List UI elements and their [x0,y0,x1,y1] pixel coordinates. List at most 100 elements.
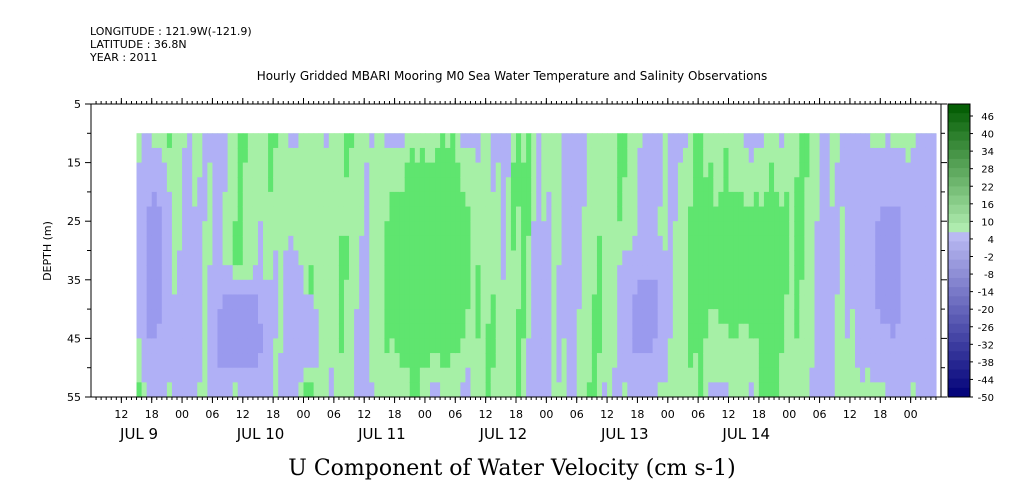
heatmap-cell [647,353,654,369]
heatmap-cell [596,147,603,164]
heatmap-cell [789,382,795,398]
heatmap-cell [278,309,284,325]
heatmap-cell [414,133,421,149]
heatmap-cell [263,133,269,149]
heatmap-cell [844,147,851,164]
heatmap-cell [612,338,618,354]
heatmap-cell [632,265,639,281]
heatmap-cell [394,294,401,310]
heatmap-cell [177,250,183,266]
heatmap-cell [647,382,654,398]
heatmap-cell [672,133,679,149]
heatmap-cell [581,206,588,222]
heatmap-cell [804,235,811,252]
heatmap-cell [834,265,841,281]
heatmap-cell [293,235,300,252]
heatmap-cell [247,162,254,178]
heatmap-cell [834,279,841,296]
heatmap-cell [510,235,517,252]
heatmap-cell [612,309,618,325]
heatmap-cell [688,250,694,266]
heatmap-cell [880,221,886,237]
heatmap-cell [824,147,831,164]
heatmap-cell [768,133,775,149]
heatmap-cell [151,177,158,193]
heatmap-cell [404,177,411,193]
heatmap-cell [283,133,289,149]
heatmap-cell [419,250,426,266]
heatmap-cell [328,338,335,354]
heatmap-cell [789,191,795,208]
heatmap-cell [738,250,745,266]
heatmap-cell [839,250,846,266]
heatmap-cell [424,191,431,208]
heatmap-cell [748,309,755,325]
heatmap-cell [485,206,492,222]
heatmap-cell [288,279,294,296]
heatmap-cell [622,265,628,281]
heatmap-cell [293,206,300,222]
heatmap-cell [536,177,542,193]
heatmap-cell [875,206,881,222]
heatmap-cell [465,353,472,369]
heatmap-cell [531,353,537,369]
heatmap-cell [536,323,542,339]
heatmap-cell [870,162,876,178]
heatmap-cell [273,191,279,208]
heatmap-cell [227,250,234,266]
heatmap-cell [475,206,482,222]
heatmap-cell [602,133,608,149]
heatmap-cell [880,191,886,208]
heatmap-cell [920,191,927,208]
heatmap-cell [541,338,547,354]
heatmap-cell [424,235,431,252]
heatmap-cell [591,279,598,296]
heatmap-cell [657,221,664,237]
heatmap-cell [328,221,335,237]
heatmap-cell [763,353,770,369]
heatmap-cell [338,353,345,369]
heatmap-cell [890,353,897,369]
heatmap-cell [202,294,208,310]
heatmap-cell [364,367,370,383]
heatmap-cell [359,338,365,354]
heatmap-cell [247,323,254,339]
heatmap-cell [612,235,618,252]
heatmap-cell [819,279,826,296]
heatmap-cell [379,323,386,339]
heatmap-cell [490,133,497,149]
heatmap-cell [617,235,623,252]
heatmap-cell [789,162,795,178]
heatmap-cell [232,279,239,296]
heatmap-cell [900,367,907,383]
heatmap-cell [814,206,821,222]
heatmap-cell [409,367,416,383]
heatmap-cell [900,221,907,237]
heatmap-cell [384,250,391,266]
heatmap-cell [237,338,244,354]
heatmap-cell [445,323,451,339]
heatmap-cell [379,338,386,354]
heatmap-cell [328,133,335,149]
heatmap-cell [227,367,234,383]
heatmap-cell [151,133,158,149]
heatmap-cell [161,133,168,149]
heatmap-cell [824,323,831,339]
heatmap-cell [278,235,284,252]
heatmap-cell [829,353,836,369]
heatmap-cell [551,147,558,164]
x-tick-label: 00 [539,408,553,421]
heatmap-cell [536,235,542,252]
heatmap-cell [146,177,153,193]
heatmap-cell [323,338,330,354]
heatmap-cell [652,177,659,193]
heatmap-cell [414,177,421,193]
heatmap-cell [895,265,902,281]
heatmap-cell [637,279,644,296]
heatmap-cell [784,279,790,296]
heatmap-cell [333,162,340,178]
heatmap-cell [677,221,684,237]
heatmap-cell [779,353,785,369]
heatmap-cell [880,294,886,310]
heatmap-cell [333,309,340,325]
